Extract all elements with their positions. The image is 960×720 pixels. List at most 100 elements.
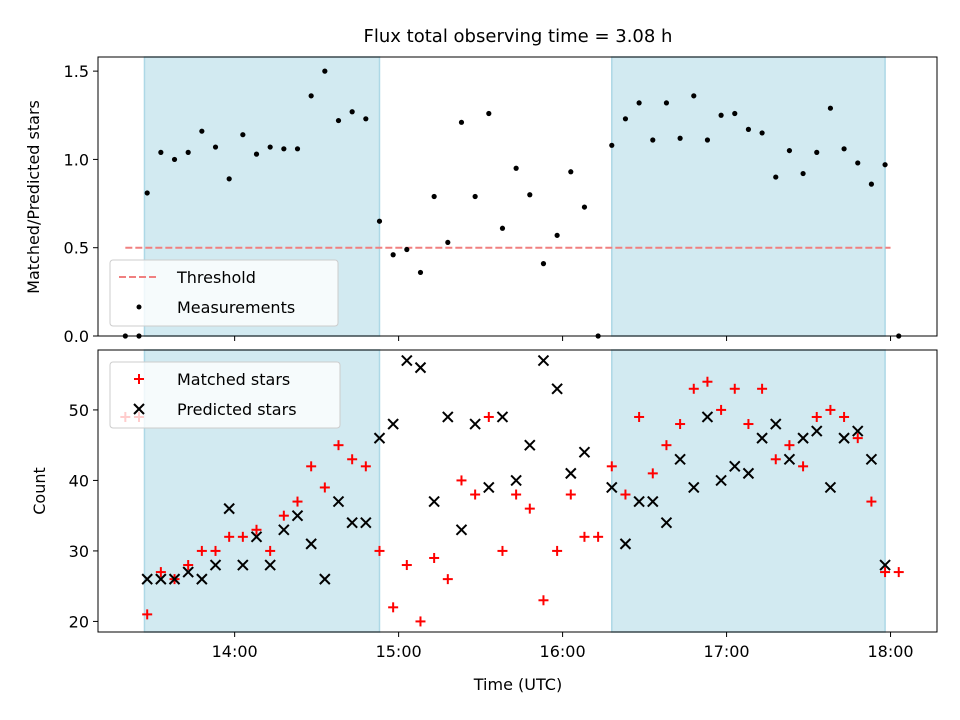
measurement-point xyxy=(499,225,506,231)
predicted-star-stroke-b xyxy=(428,495,440,508)
top-panel: 0.0 0.5 1.0 1.5 Matched/Predicted stars Thr… xyxy=(24,56,938,346)
y-tick-label: 40 xyxy=(69,471,89,490)
matched-stars-points xyxy=(120,376,904,627)
predicted-star-point xyxy=(360,517,372,529)
predicted-star-stroke-b xyxy=(879,559,891,571)
measurement-point xyxy=(513,165,519,171)
predicted-star-point xyxy=(264,559,276,571)
measurement-point xyxy=(568,169,574,175)
predicted-star-point xyxy=(496,411,509,423)
matched-star-point xyxy=(716,404,727,415)
predicted-star-point xyxy=(141,573,153,585)
matched-star-point xyxy=(661,440,672,451)
predicted-star-stroke-b xyxy=(401,354,413,367)
measurement-point xyxy=(786,147,793,154)
measurement-point xyxy=(390,252,396,258)
predicted-star-stroke-b xyxy=(455,524,468,536)
y-tick-label: 1.0 xyxy=(64,150,89,169)
matched-star-point xyxy=(524,503,535,514)
measurement-point xyxy=(404,246,410,253)
matched-star-point xyxy=(265,545,276,556)
measurement-point xyxy=(650,137,656,143)
predicted-star-stroke-b xyxy=(715,474,727,487)
predicted-star-point xyxy=(756,432,768,444)
measurement-point xyxy=(732,110,738,117)
predicted-star-point xyxy=(442,411,454,423)
measurement-point xyxy=(267,144,273,150)
predicted-star-stroke-b xyxy=(155,573,167,585)
matched-star-point xyxy=(688,383,699,394)
observing-interval-shade xyxy=(611,349,886,633)
predicted-star-point xyxy=(455,524,468,536)
measurement-point xyxy=(759,130,765,136)
predicted-star-stroke-b xyxy=(414,361,427,374)
measurement-point xyxy=(472,193,478,200)
predicted-star-stroke-b xyxy=(319,573,331,585)
predicted-star-point xyxy=(319,573,331,585)
matched-star-point xyxy=(743,419,754,430)
measurement-point xyxy=(636,100,642,106)
chart-title: Flux total observing time = 3.08 h xyxy=(364,26,673,47)
measurement-point xyxy=(363,116,369,122)
matched-star-point xyxy=(839,411,850,422)
measurement-point xyxy=(868,181,875,187)
measurement-point xyxy=(855,160,861,166)
matched-star-point xyxy=(606,461,617,472)
predicted-star-stroke-b xyxy=(619,538,632,550)
measurement-point xyxy=(212,144,219,150)
predicted-star-point xyxy=(770,418,782,430)
predicted-star-point xyxy=(196,573,208,585)
predicted-star-stroke-b xyxy=(483,481,495,494)
predicted-star-point xyxy=(291,509,304,522)
legend-threshold-label: Threshold xyxy=(176,268,256,287)
measurement-point xyxy=(486,110,492,117)
predicted-star-stroke-b xyxy=(606,481,618,494)
predicted-star-stroke-b xyxy=(742,467,755,480)
matched-star-point xyxy=(415,616,426,627)
matched-star-point xyxy=(866,496,877,507)
bottom-legend: Matched stars Predicted stars xyxy=(109,361,341,429)
measurement-point xyxy=(841,146,847,152)
predicted-star-stroke-b xyxy=(551,383,563,395)
predicted-star-point xyxy=(373,432,386,444)
predicted-star-point xyxy=(182,566,194,578)
measurement-point xyxy=(322,68,328,74)
measurement-point xyxy=(704,137,711,143)
predicted-star-point xyxy=(565,467,577,480)
measurement-point xyxy=(745,126,752,132)
matched-star-point xyxy=(470,489,481,500)
matched-star-point xyxy=(852,433,863,444)
measurement-point xyxy=(800,170,806,177)
predicted-star-point xyxy=(414,361,427,374)
x-tick-label: 15:00 xyxy=(376,642,422,661)
matched-star-point xyxy=(155,567,166,578)
matched-star-point xyxy=(579,531,590,542)
matched-star-point xyxy=(251,524,262,535)
predicted-star-point xyxy=(551,383,563,395)
predicted-star-point xyxy=(401,354,413,367)
x-tick-label: 18:00 xyxy=(867,642,913,661)
measurement-point xyxy=(882,162,888,168)
measurement-point xyxy=(349,109,355,115)
predicted-star-stroke-b xyxy=(770,418,782,430)
top-x-ticks xyxy=(234,336,892,341)
top-axes-frame xyxy=(97,56,938,337)
predicted-star-stroke-b xyxy=(237,559,249,571)
measurement-points xyxy=(122,68,902,339)
predicted-star-point xyxy=(305,538,317,550)
top-y-ticks: 0.0 0.5 1.0 1.5 xyxy=(64,62,98,346)
predicted-star-stroke-b xyxy=(223,502,235,515)
predicted-star-stroke-b xyxy=(510,474,522,487)
matched-star-point xyxy=(647,468,658,479)
measurement-point xyxy=(540,261,547,267)
predicted-star-stroke-b xyxy=(264,559,276,571)
y-tick-label: 0.0 xyxy=(64,327,89,346)
predicted-star-stroke-b xyxy=(701,411,714,423)
measurement-point xyxy=(527,192,533,198)
y-tick-label: 50 xyxy=(69,401,89,420)
predicted-star-point xyxy=(729,460,741,473)
predicted-star-stroke-b xyxy=(852,425,864,437)
predicted-star-point xyxy=(524,439,536,451)
measurement-point xyxy=(827,105,834,111)
